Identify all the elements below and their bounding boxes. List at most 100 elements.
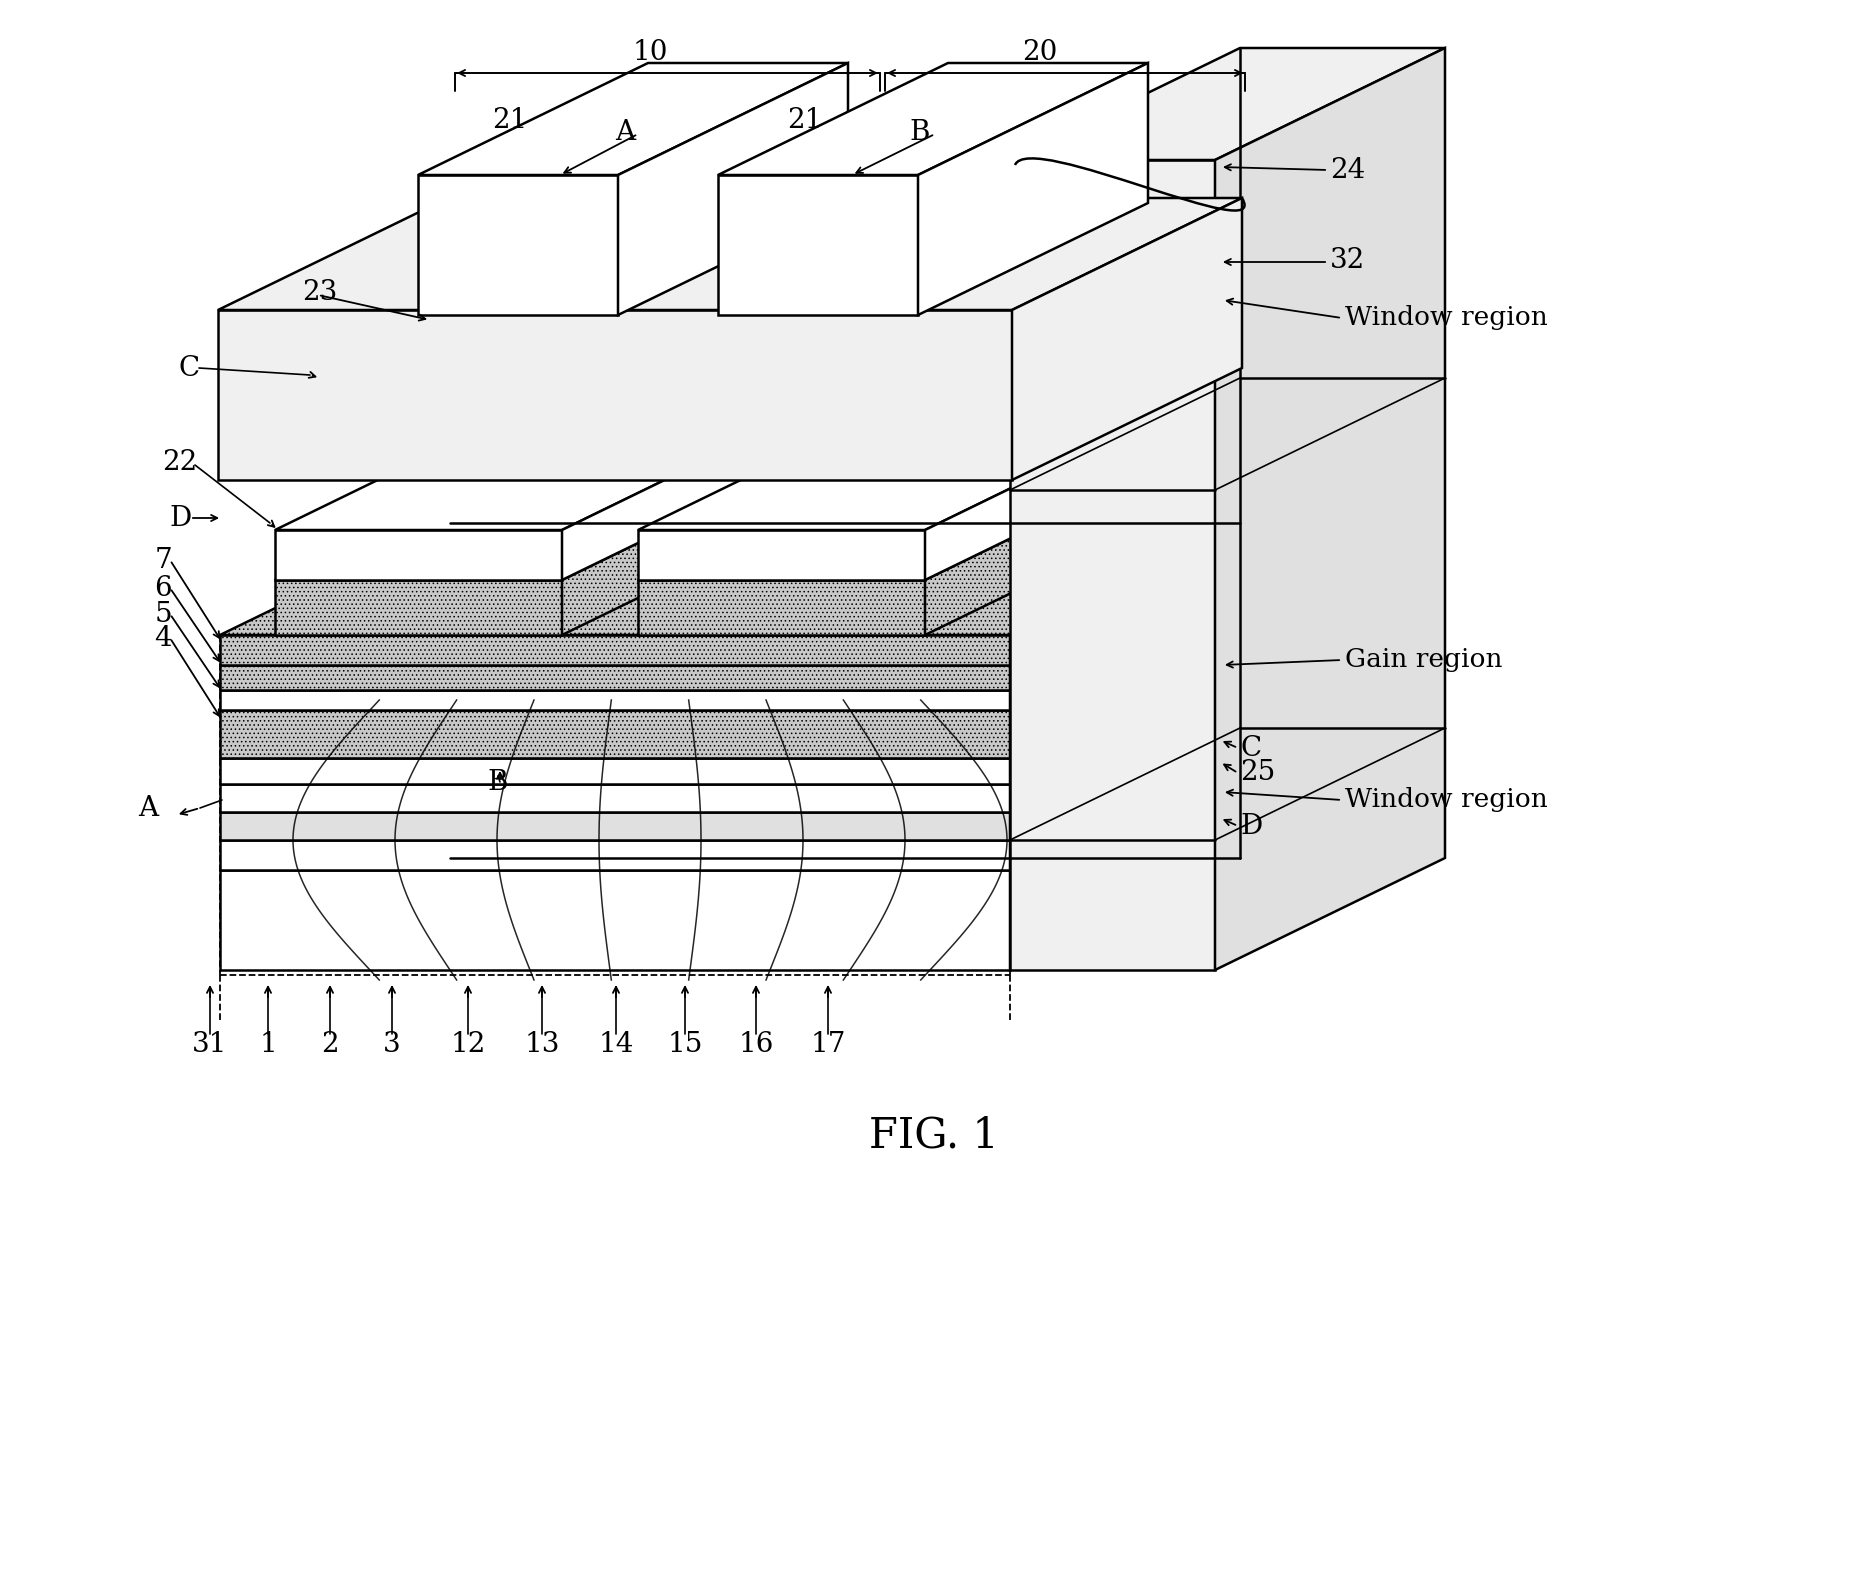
Polygon shape xyxy=(220,869,1011,970)
Text: A: A xyxy=(615,119,635,146)
Text: 21: 21 xyxy=(786,107,822,133)
Polygon shape xyxy=(220,598,1240,711)
Polygon shape xyxy=(441,446,671,581)
Polygon shape xyxy=(1011,728,1240,869)
Text: 12: 12 xyxy=(450,1031,486,1059)
Polygon shape xyxy=(220,784,1011,813)
Polygon shape xyxy=(220,577,1240,690)
Text: B: B xyxy=(910,119,930,146)
Text: 6: 6 xyxy=(155,574,172,601)
Text: C: C xyxy=(1240,734,1261,761)
Text: 13: 13 xyxy=(525,1031,560,1059)
Text: 21: 21 xyxy=(493,107,527,133)
Polygon shape xyxy=(220,839,1011,869)
Polygon shape xyxy=(220,635,1011,665)
Text: 32: 32 xyxy=(1330,246,1366,273)
Polygon shape xyxy=(418,63,848,176)
Polygon shape xyxy=(562,468,792,635)
Text: A: A xyxy=(138,794,159,822)
Polygon shape xyxy=(656,446,949,559)
Polygon shape xyxy=(220,813,1011,839)
Polygon shape xyxy=(1011,49,1446,160)
Polygon shape xyxy=(275,417,792,530)
Polygon shape xyxy=(220,522,1240,635)
Polygon shape xyxy=(220,646,1240,758)
Text: D: D xyxy=(1240,813,1263,839)
Polygon shape xyxy=(805,446,1035,581)
Polygon shape xyxy=(828,559,891,581)
Polygon shape xyxy=(465,446,758,559)
Polygon shape xyxy=(355,446,585,581)
Polygon shape xyxy=(1011,700,1240,839)
Polygon shape xyxy=(618,63,848,315)
Text: Gain region: Gain region xyxy=(1345,648,1502,673)
Text: 25: 25 xyxy=(1240,759,1276,786)
Polygon shape xyxy=(742,446,1035,559)
Polygon shape xyxy=(275,530,562,581)
Text: 5: 5 xyxy=(155,601,172,628)
Polygon shape xyxy=(1214,49,1446,970)
Polygon shape xyxy=(639,581,925,635)
Polygon shape xyxy=(925,417,1154,581)
Polygon shape xyxy=(1012,198,1242,480)
Text: 31: 31 xyxy=(192,1031,228,1059)
Polygon shape xyxy=(1011,577,1240,711)
Text: Window region: Window region xyxy=(1345,306,1549,331)
Text: 1: 1 xyxy=(260,1031,276,1059)
Polygon shape xyxy=(719,446,949,581)
Polygon shape xyxy=(717,63,1149,176)
Polygon shape xyxy=(219,198,1242,311)
Text: 16: 16 xyxy=(738,1031,773,1059)
Polygon shape xyxy=(220,665,1011,690)
Polygon shape xyxy=(828,446,1121,559)
Polygon shape xyxy=(275,468,792,581)
Text: 22: 22 xyxy=(163,449,196,475)
Polygon shape xyxy=(1011,522,1240,665)
Polygon shape xyxy=(925,468,1154,635)
Text: Window region: Window region xyxy=(1345,788,1549,813)
Polygon shape xyxy=(1011,646,1240,784)
Text: B: B xyxy=(488,769,508,797)
Polygon shape xyxy=(275,581,562,635)
Text: 15: 15 xyxy=(667,1031,702,1059)
Text: C: C xyxy=(179,355,200,381)
Polygon shape xyxy=(291,559,355,581)
Polygon shape xyxy=(1011,758,1240,970)
Polygon shape xyxy=(562,417,792,581)
Polygon shape xyxy=(1011,672,1240,813)
Text: D: D xyxy=(170,505,192,532)
Polygon shape xyxy=(717,176,917,315)
Polygon shape xyxy=(656,559,719,581)
Polygon shape xyxy=(1011,552,1240,690)
Polygon shape xyxy=(1011,598,1240,758)
Text: 20: 20 xyxy=(1022,39,1057,66)
Text: 23: 23 xyxy=(303,279,338,306)
Polygon shape xyxy=(291,446,585,559)
Polygon shape xyxy=(220,672,1240,784)
Text: 24: 24 xyxy=(1330,157,1366,184)
Polygon shape xyxy=(220,552,1240,665)
Text: 14: 14 xyxy=(598,1031,633,1059)
Text: 17: 17 xyxy=(811,1031,846,1059)
Text: 10: 10 xyxy=(631,39,667,66)
Text: 3: 3 xyxy=(383,1031,402,1059)
Polygon shape xyxy=(220,711,1011,758)
Polygon shape xyxy=(465,559,527,581)
Text: 2: 2 xyxy=(321,1031,338,1059)
Polygon shape xyxy=(639,417,1154,530)
Polygon shape xyxy=(527,446,758,581)
Polygon shape xyxy=(220,690,1011,711)
Polygon shape xyxy=(418,176,618,315)
Polygon shape xyxy=(220,700,1240,813)
Polygon shape xyxy=(379,446,671,559)
Polygon shape xyxy=(917,63,1149,315)
Polygon shape xyxy=(220,758,1240,869)
Polygon shape xyxy=(639,468,1154,581)
Polygon shape xyxy=(219,311,1012,480)
Polygon shape xyxy=(220,728,1240,839)
Polygon shape xyxy=(891,446,1121,581)
Polygon shape xyxy=(639,530,925,581)
Polygon shape xyxy=(742,559,805,581)
Polygon shape xyxy=(379,559,441,581)
Polygon shape xyxy=(220,758,1011,784)
